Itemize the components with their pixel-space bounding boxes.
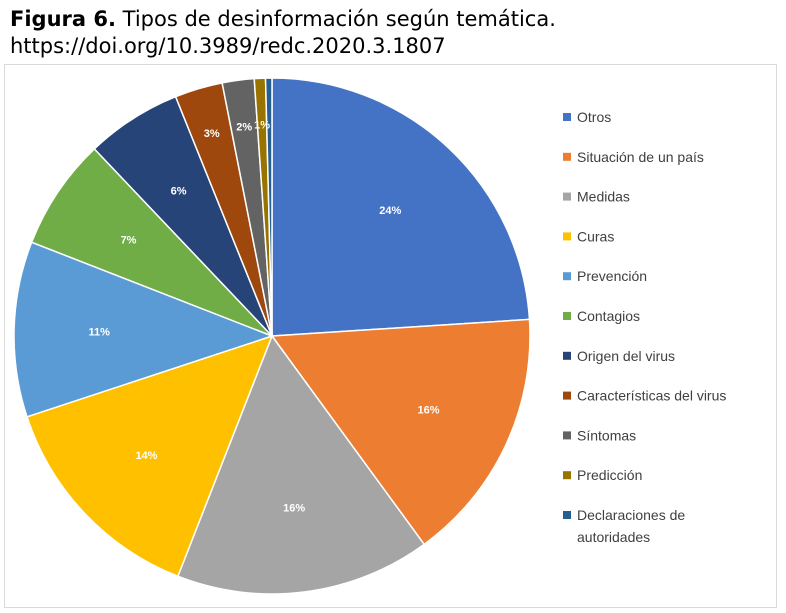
figure-caption: Figura 6. Tipos de desinformación según … [10,6,556,60]
pie-slice-1 [271,77,531,337]
figure-label: Figura 6. [10,7,116,31]
legend-label: autoridades [577,529,650,545]
slice-data-label: 16% [283,502,305,514]
legend-label: Prevención [577,268,647,284]
legend-label: Situación de un país [577,149,704,165]
legend-label: Otros [577,109,611,125]
slice-data-label: 16% [418,404,440,416]
legend-swatch [563,431,571,440]
legend-label: Medidas [577,189,630,205]
legend-swatch [563,471,571,480]
pie-slice-4 [26,334,274,578]
pie-slice-6 [30,147,273,337]
slice-data-label: 1% [254,120,270,132]
slice-data-label: 11% [88,326,110,338]
legend-label: Síntomas [577,427,636,443]
slice-data-label: 14% [135,450,157,462]
caption-title-line: Figura 6. Tipos de desinformación según … [10,6,556,33]
legend-label: Predicción [577,467,642,483]
legend-swatch [563,113,571,121]
legend-label: Curas [577,228,614,244]
slice-data-label: 3% [204,128,220,140]
legend-swatch [563,391,571,400]
legend-label: Declaraciones de [577,507,685,523]
pie-chart: 24% 16% 16% 14% 11% 7% 6% 3% 2% 1% Otros Situación… [13,77,726,595]
figure-title: Tipos de desinformación según temática. [122,7,556,31]
legend-label: Contagios [577,308,640,324]
pie-slice-11 [264,77,273,337]
figure-doi: https://doi.org/10.3989/redc.2020.3.1807 [10,34,446,58]
slice-data-label: 6% [171,186,187,198]
legend-label: Características del virus [577,388,726,404]
chart-frame: 24% 16% 16% 14% 11% 7% 6% 3% 2% 1% Otros Situación… [4,64,777,608]
slice-data-label: 2% [236,121,252,133]
legend: Otros Situación de un país Medidas Curas Pre… [563,109,726,545]
legend-swatch [563,511,571,519]
slice-labels: 24% 16% 16% 14% 11% 7% 6% 3% 2% 1% [88,120,439,515]
legend-swatch [563,192,571,201]
legend-swatch [563,152,571,161]
legend-swatch [563,312,571,320]
legend-label: Origen del virus [577,348,675,364]
slice-data-label: 7% [121,235,137,247]
pie-slices [13,77,531,595]
pie-slice-3 [176,334,426,595]
legend-swatch [563,351,571,360]
pie-slice-5 [13,241,275,418]
legend-swatch [563,272,571,281]
pie-slice-2 [270,318,531,546]
legend-swatch [563,232,571,241]
slice-data-label: 24% [379,205,401,217]
